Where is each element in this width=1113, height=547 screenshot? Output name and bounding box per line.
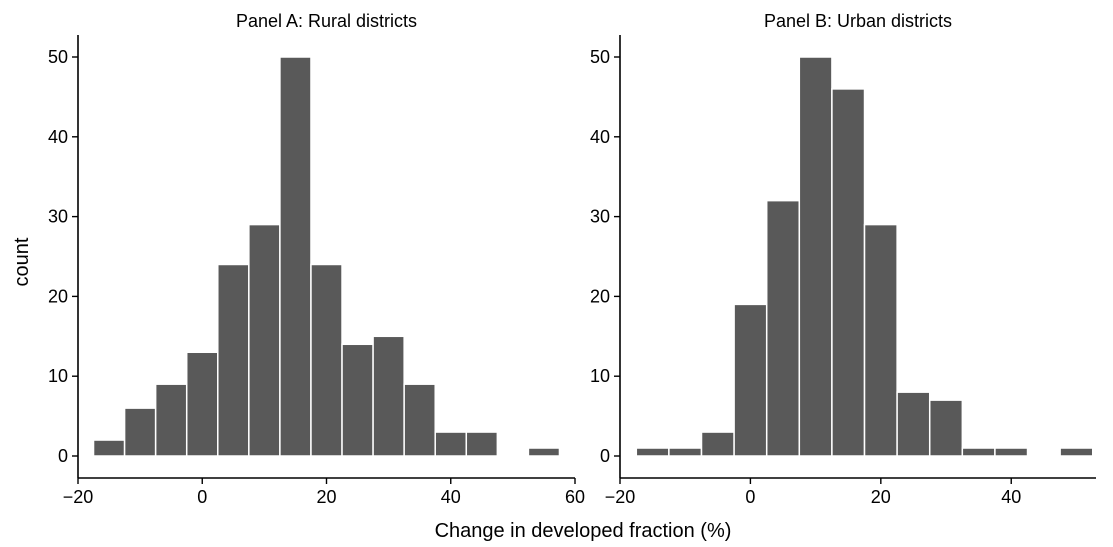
histogram-bar <box>733 303 768 457</box>
y-tick-label: 20 <box>590 286 610 306</box>
histogram-bar <box>217 263 250 457</box>
histogram-bar <box>248 223 281 457</box>
panel-a-rural: Panel A: Rural districts 0 10 20 30 40 50 −20 0 2… <box>48 11 585 507</box>
histogram-bar <box>831 88 866 457</box>
x-tick-label: 0 <box>197 487 207 507</box>
y-tick-label: 40 <box>590 127 610 147</box>
y-tick-label: 10 <box>590 366 610 386</box>
histogram-bar <box>434 431 468 457</box>
histogram-bar <box>403 383 436 457</box>
histogram-bar <box>1059 447 1094 457</box>
y-tick-label: 0 <box>600 446 610 466</box>
histogram-bar <box>372 335 405 457</box>
histogram-bar <box>668 447 703 457</box>
y-tick-label: 40 <box>48 127 68 147</box>
y-tick-label: 50 <box>590 47 610 67</box>
x-tick-label: 0 <box>745 487 755 507</box>
histogram-bar <box>185 351 219 457</box>
histogram-bar <box>896 391 931 457</box>
y-tick-label: 30 <box>48 207 68 227</box>
histogram-bar <box>635 447 670 457</box>
y-tick-label: 30 <box>590 207 610 227</box>
histogram-bar <box>465 431 499 457</box>
histogram-bar <box>527 447 561 457</box>
histogram-bar <box>279 56 312 457</box>
histogram-bar <box>863 223 898 457</box>
histogram-bar <box>994 447 1029 457</box>
panel-title: Panel A: Rural districts <box>236 11 417 31</box>
y-tick-label: 10 <box>48 366 68 386</box>
histogram-bar <box>341 343 374 457</box>
histogram-bar <box>92 439 126 457</box>
histogram-bar <box>310 263 343 457</box>
y-tick-label: 0 <box>58 446 68 466</box>
histogram-bar <box>700 431 735 457</box>
x-tick-label: 20 <box>871 487 891 507</box>
histogram-bar <box>123 407 157 457</box>
x-tick-label: 60 <box>565 487 585 507</box>
x-tick-label: 20 <box>316 487 336 507</box>
histogram-bar <box>154 383 188 457</box>
y-axis-title: count <box>11 237 33 286</box>
x-tick-label: 40 <box>1001 487 1021 507</box>
histogram-bar <box>765 199 801 457</box>
panel-title: Panel B: Urban districts <box>764 11 952 31</box>
x-tick-label: −20 <box>605 487 636 507</box>
y-tick-label: 50 <box>48 47 68 67</box>
x-axis-title: Change in developed fraction (%) <box>435 520 732 542</box>
histogram-bar <box>961 447 996 457</box>
y-tick-label: 20 <box>48 286 68 306</box>
x-tick-label: −20 <box>63 487 94 507</box>
x-tick-label: 40 <box>441 487 461 507</box>
panel-b-urban: Panel B: Urban districts 0 10 20 30 40 50 −20 0 2… <box>590 11 1096 507</box>
histogram-bar <box>928 399 964 457</box>
histogram-bar <box>798 56 833 457</box>
